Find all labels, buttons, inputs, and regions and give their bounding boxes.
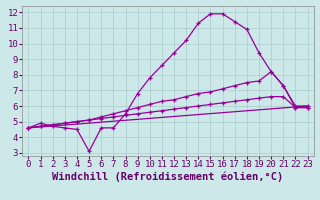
X-axis label: Windchill (Refroidissement éolien,°C): Windchill (Refroidissement éolien,°C) bbox=[52, 172, 284, 182]
